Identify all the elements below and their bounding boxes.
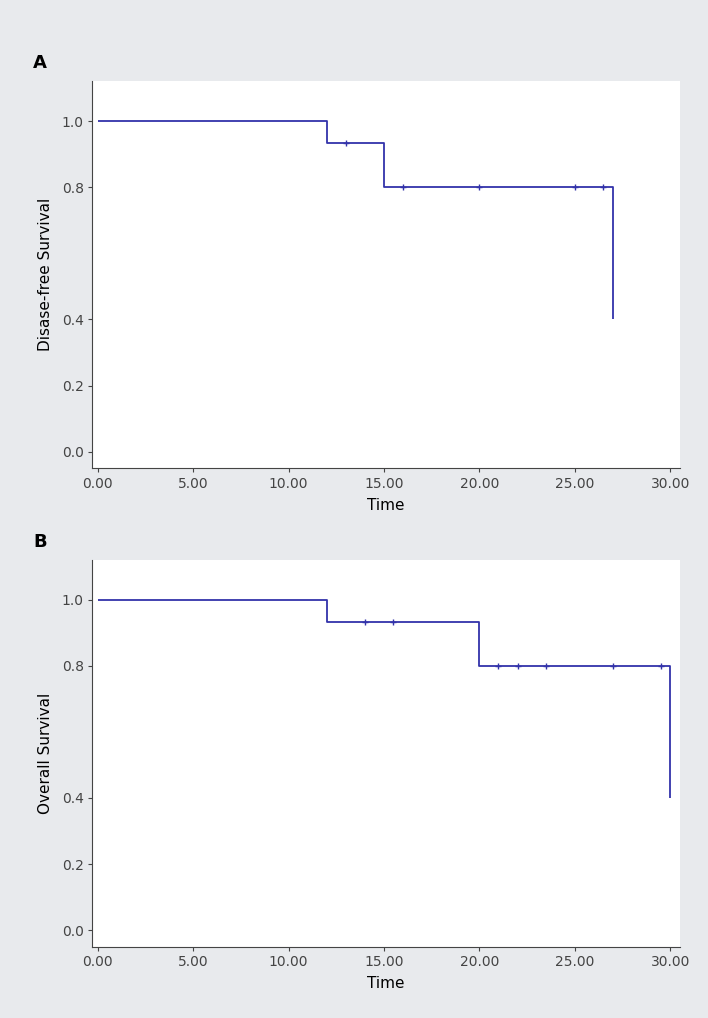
Text: B: B [33,532,47,551]
X-axis label: Time: Time [367,498,404,512]
Text: A: A [33,54,47,72]
Y-axis label: Overall Survival: Overall Survival [38,692,53,814]
X-axis label: Time: Time [367,976,404,991]
Y-axis label: Disase-free Survival: Disase-free Survival [38,199,53,351]
